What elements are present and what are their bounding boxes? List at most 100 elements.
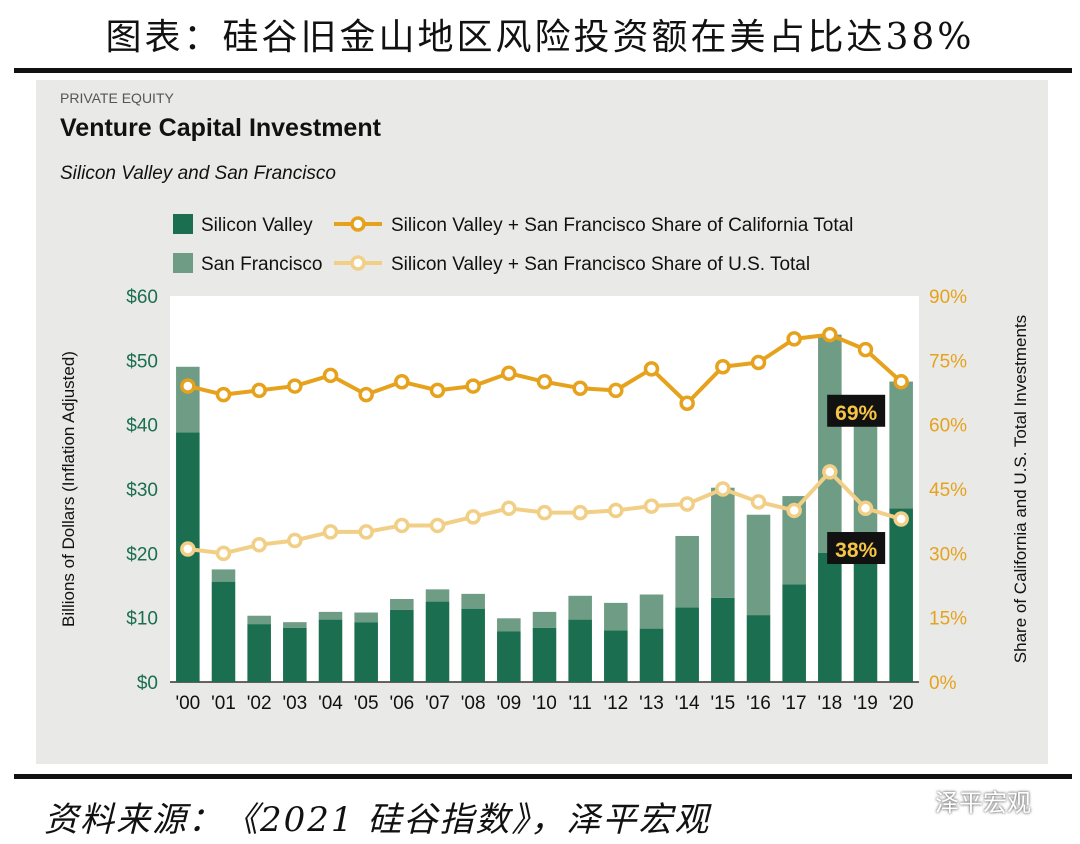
x-tick-label: '10: [532, 693, 557, 714]
x-tick-label: '05: [354, 693, 379, 714]
watermark-text: 泽平宏观: [935, 788, 1031, 817]
x-tick-label: '12: [603, 693, 628, 714]
y-tick-label: $50: [126, 351, 158, 372]
y-tick-label: $20: [126, 544, 158, 565]
x-tick-label: '04: [318, 693, 343, 714]
y2-tick-label: 90%: [929, 287, 967, 308]
bar-silicon-valley: [283, 627, 307, 682]
bar-san-francisco: [461, 593, 485, 609]
annotation-box: [827, 394, 886, 427]
bar-silicon-valley: [532, 627, 557, 682]
bottom-divider: [14, 774, 1072, 779]
marker-ca-share: [429, 382, 446, 399]
y-tick-label: $30: [126, 480, 158, 501]
x-tick-label: '07: [425, 693, 450, 714]
x-tick-label: '01: [211, 693, 236, 714]
marker-ca-share: [465, 378, 481, 394]
y2-axis-title: Share of California and U.S. Total Inves…: [1011, 315, 1030, 663]
bar-san-francisco: [639, 594, 664, 629]
marker-ca-share: [608, 382, 624, 399]
bar-silicon-valley: [354, 622, 378, 682]
bar-silicon-valley: [247, 624, 271, 682]
x-tick-label: '06: [389, 693, 414, 714]
bar-san-francisco: [283, 622, 307, 628]
bar-san-francisco: [425, 589, 450, 602]
y2-tick-label: 60%: [929, 416, 967, 437]
bar-silicon-valley: [818, 552, 842, 682]
x-tick-label: '00: [175, 693, 200, 714]
y2-tick-label: 15%: [929, 609, 967, 630]
right-axis: 0% 15% 30% 45% 60% 75% 90%: [929, 287, 967, 694]
bar-san-francisco: [497, 618, 521, 632]
chart-kicker: PRIVATE EQUITY: [60, 90, 174, 106]
bar-silicon-valley: [425, 601, 450, 682]
marker-us-share: [822, 464, 838, 480]
y2-tick-label: 0%: [929, 673, 957, 694]
annotation-box: [827, 532, 886, 565]
bar-san-francisco: [568, 595, 592, 620]
bar-silicon-valley: [711, 597, 735, 682]
top-divider: [14, 68, 1072, 73]
x-axis-labels: '00 '01 '02 '03 '04 '05 '06 '07 '08 '09 '10 '11 '12 '…: [175, 693, 913, 714]
bar-silicon-valley: [461, 608, 485, 682]
x-tick-label: '15: [710, 693, 735, 714]
bar-san-francisco: [746, 514, 771, 616]
x-tick-label: '16: [746, 693, 771, 714]
end-annotations: 69% 38%: [827, 394, 886, 565]
bar-san-francisco: [354, 612, 378, 623]
marker-ca-share: [394, 374, 410, 390]
bar-silicon-valley: [604, 630, 628, 682]
bar-san-francisco: [853, 404, 878, 559]
bar-silicon-valley: [675, 607, 699, 682]
marker-us-share: [679, 496, 695, 512]
bar-silicon-valley: [318, 619, 343, 682]
y-tick-label: $0: [137, 673, 158, 694]
legend-label-ca-share: Silicon Valley + San Francisco Share of …: [391, 215, 853, 236]
legend-swatch-san-francisco: [173, 253, 193, 273]
marker-ca-share: [501, 365, 517, 381]
marker-ca-share: [215, 386, 232, 403]
marker-us-share: [572, 504, 588, 521]
bar-silicon-valley: [176, 432, 200, 682]
bar-san-francisco: [211, 569, 236, 582]
bar-silicon-valley: [211, 581, 236, 682]
marker-us-share: [786, 502, 802, 519]
marker-us-share: [251, 537, 267, 553]
y-tick-label: $60: [126, 287, 158, 308]
marker-us-share: [893, 511, 909, 527]
wechat-icon: [893, 786, 926, 813]
bar-silicon-valley: [853, 558, 878, 682]
y-axis-title: Billions of Dollars (Inflation Adjusted): [59, 351, 78, 627]
y2-tick-label: 75%: [929, 351, 967, 372]
marker-ca-share: [643, 361, 660, 377]
bar-san-francisco: [390, 599, 414, 610]
legend-label-san-francisco: San Francisco: [201, 254, 322, 275]
bar-silicon-valley: [390, 609, 414, 682]
bar-san-francisco: [604, 602, 628, 631]
venture-capital-chart: PRIVATE EQUITY Venture Capital Investmen…: [59, 90, 1030, 714]
legend: Silicon Valley San Francisco Silicon Val…: [173, 214, 853, 275]
y-tick-label: $40: [126, 416, 158, 437]
source-note: 资料来源：《2021 硅谷指数》，泽平宏观: [44, 800, 711, 840]
bar-silicon-valley: [497, 631, 521, 682]
legend-marker-us-share: [350, 255, 366, 271]
marker-ca-share: [822, 326, 838, 343]
marker-us-share: [322, 524, 339, 540]
bar-silicon-valley: [889, 508, 913, 682]
marker-ca-share: [536, 374, 553, 390]
wechat-watermark: 泽平宏观: [893, 783, 1068, 817]
marker-us-share: [750, 494, 767, 510]
marker-us-share: [180, 541, 196, 557]
marker-us-share: [358, 524, 374, 540]
chart-title: Venture Capital Investment: [60, 114, 382, 142]
marker-ca-share: [715, 359, 731, 375]
annotation-label: 38%: [835, 539, 877, 562]
x-tick-label: '11: [568, 693, 591, 714]
bar-silicon-valley: [568, 619, 592, 682]
line-series: [180, 326, 909, 562]
x-tick-label: '03: [282, 693, 307, 714]
x-tick-label: '13: [639, 693, 664, 714]
y2-tick-label: 30%: [929, 544, 967, 565]
x-tick-label: '17: [782, 693, 807, 714]
bar-san-francisco: [247, 615, 271, 625]
